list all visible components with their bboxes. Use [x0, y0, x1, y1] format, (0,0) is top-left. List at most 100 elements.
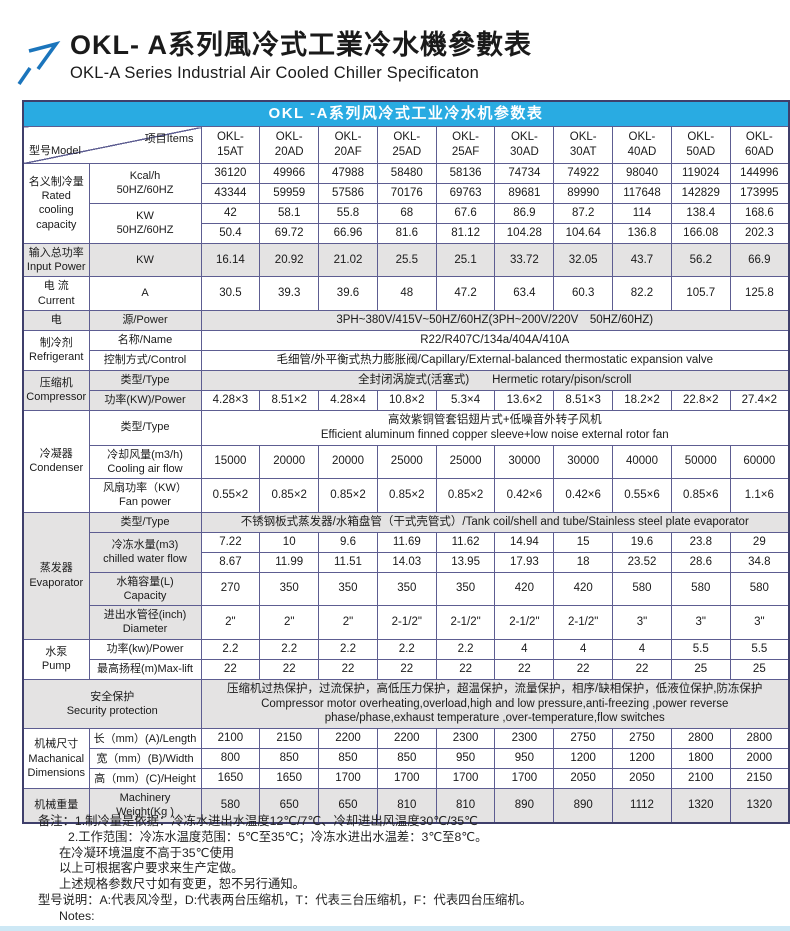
value-cell: 2150	[729, 768, 790, 790]
value-cell: 81.12	[435, 222, 496, 244]
value-cell: 2"	[259, 605, 320, 640]
item-label: 类型/Type	[88, 409, 202, 446]
value-cell: 43.7	[612, 242, 672, 278]
value-cell: 2100	[670, 768, 731, 790]
value-cell: 1700	[376, 768, 437, 790]
value-cell: 55.8	[318, 202, 378, 224]
value-cell: 8.51×2	[259, 389, 320, 411]
value-cell: 25.5	[376, 242, 437, 278]
value-cell: 0.85×2	[259, 478, 320, 513]
value-cell: 28.6	[670, 551, 731, 573]
value-cell: 30000	[553, 444, 614, 480]
value-cell: 104.28	[494, 222, 555, 244]
page-title-zh: OKL- A系列風冷式工業冷水機參數表	[70, 30, 532, 60]
model-header: OKL- 50AD	[670, 126, 731, 164]
value-cell: 950	[494, 748, 555, 770]
item-label: A	[88, 276, 202, 311]
table-title: OKL -A系列风冷式工业冷水机参数表	[22, 100, 790, 127]
value-cell: 48	[376, 276, 437, 311]
value-cell: 104.64	[553, 222, 614, 244]
value-cell: 420	[494, 571, 555, 607]
model-header: OKL- 60AD	[729, 126, 790, 164]
spec-table-wrap: OKL -A系列风冷式工业冷水机参数表 型号Model 项目Items OKL- 15A…	[22, 100, 790, 824]
value-cell: 58.1	[259, 202, 320, 224]
value-cell: 50000	[670, 444, 731, 480]
value-cell: 39.6	[318, 276, 378, 311]
value-cell: 66.96	[318, 222, 378, 244]
value-cell: 580	[200, 788, 261, 824]
value-cell: 4.28×3	[200, 389, 261, 411]
value-cell: 7.22	[200, 531, 261, 553]
section-label: 输入总功率 Input Power	[22, 242, 90, 278]
item-label: 冷却风量(m3/h) Cooling air flow	[88, 444, 202, 480]
value-cell: 420	[553, 571, 614, 607]
model-header: OKL- 30AT	[553, 126, 614, 164]
spec-text: 不锈钢板式蒸发器/水箱盘管（干式壳管式）/Tank coil/shell and…	[200, 511, 790, 533]
value-cell: 2150	[259, 728, 320, 750]
value-cell: 98040	[612, 163, 672, 184]
item-label: 类型/Type	[88, 511, 202, 533]
item-label: 高（mm）(C)/Height	[88, 768, 202, 790]
item-label: 长（mm）(A)/Length	[88, 728, 202, 750]
value-cell: 14.03	[376, 551, 437, 573]
value-cell: 1700	[318, 768, 378, 790]
value-cell: 3"	[729, 605, 790, 640]
corner-items-label: 项目Items	[144, 133, 194, 145]
section-label: 蒸发器 Evaporator	[22, 511, 90, 640]
page-header: OKL- A系列風冷式工業冷水機參數表 OKL-A Series Industr…	[16, 30, 532, 88]
spec-text: 全封闭涡旋式(活塞式) Hermetic rotary/pison/scroll	[200, 369, 790, 391]
value-cell: 166.08	[670, 222, 731, 244]
value-cell: 270	[200, 571, 261, 607]
value-cell: 25000	[376, 444, 437, 480]
value-cell: 22	[553, 658, 614, 680]
spec-text: 3PH~380V/415V~50HZ/60HZ(3PH~200V/220V 50…	[200, 309, 790, 331]
value-cell: 4	[494, 638, 555, 660]
item-label: 宽（mm）(B)/Width	[88, 748, 202, 770]
value-cell: 2"	[200, 605, 261, 640]
value-cell: 1.1×6	[729, 478, 790, 513]
notes: 备注：1.制冷量是依据：冷冻水进出水温度12℃/7℃、冷却进出风温度30℃/35…	[38, 814, 532, 925]
value-cell: 0.55×6	[612, 478, 672, 513]
model-header: OKL- 25AF	[435, 126, 496, 164]
value-cell: 69763	[435, 182, 496, 204]
item-label: Kcal/h 50HZ/60HZ	[88, 163, 202, 204]
item-label: KW	[88, 242, 202, 278]
value-cell: 138.4	[670, 202, 731, 224]
value-cell: 0.85×2	[376, 478, 437, 513]
value-cell: 810	[376, 788, 437, 824]
value-cell: 89990	[553, 182, 614, 204]
value-cell: 11.99	[259, 551, 320, 573]
value-cell: 36120	[200, 163, 261, 184]
value-cell: 580	[729, 571, 790, 607]
value-cell: 20.92	[259, 242, 320, 278]
spec-text: 压缩机过热保护，过流保护，高低压力保护，超温保护，流量保护，相序/缺相保护，低液…	[200, 678, 790, 730]
note-line: 在冷凝环境温度不高于35℃使用	[59, 845, 235, 860]
value-cell: 890	[553, 788, 614, 824]
value-cell: 22	[318, 658, 378, 680]
value-cell: 8.51×3	[553, 389, 614, 411]
value-cell: 1700	[435, 768, 496, 790]
value-cell: 800	[200, 748, 261, 770]
item-label: KW 50HZ/60HZ	[88, 202, 202, 244]
section-label: 机械重量	[22, 788, 90, 824]
section-label: 名义制冷量 Rated cooling capacity	[22, 163, 90, 244]
value-cell: 2050	[553, 768, 614, 790]
section-label: 水泵 Pump	[22, 638, 90, 680]
value-cell: 20000	[259, 444, 320, 480]
value-cell: 15	[553, 531, 614, 553]
value-cell: 1112	[612, 788, 672, 824]
value-cell: 86.9	[494, 202, 555, 224]
value-cell: 57586	[318, 182, 378, 204]
item-label: 最高扬程(m)Max-lift	[88, 658, 202, 680]
item-label: 水箱容量(L) Capacity	[88, 571, 202, 607]
value-cell: 50.4	[200, 222, 261, 244]
value-cell: 14.94	[494, 531, 555, 553]
value-cell: 114	[612, 202, 672, 224]
value-cell: 25.1	[435, 242, 496, 278]
section-label: 冷凝器 Condenser	[22, 409, 90, 513]
value-cell: 70176	[376, 182, 437, 204]
item-label: Machinery Weight(Kg )	[88, 788, 202, 824]
value-cell: 21.02	[318, 242, 378, 278]
value-cell: 650	[259, 788, 320, 824]
corner-model-label: 型号Model	[29, 144, 81, 157]
